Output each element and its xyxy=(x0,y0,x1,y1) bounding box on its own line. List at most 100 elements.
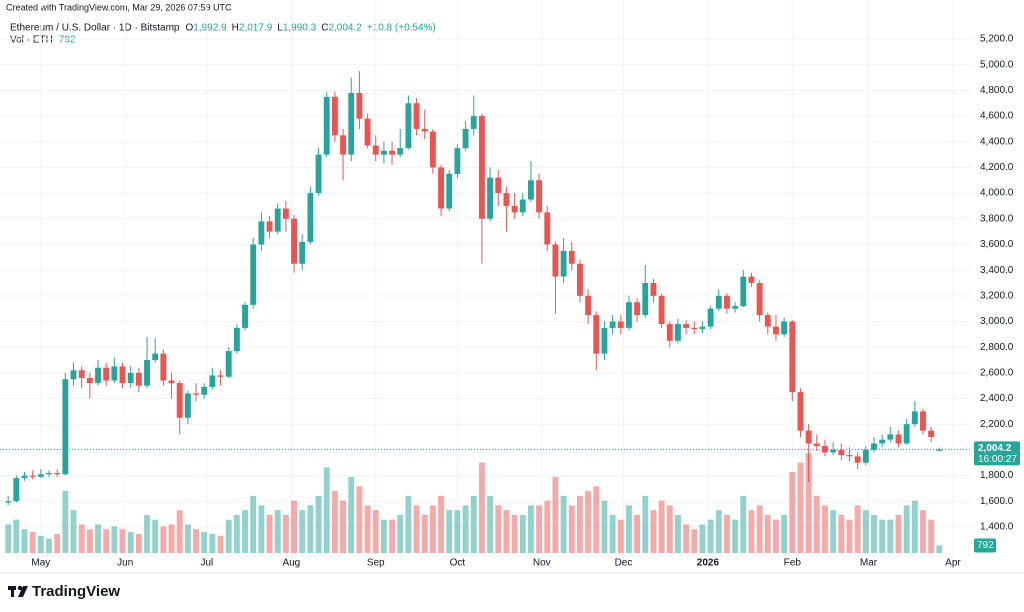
y-tick-label: 4,600.0 xyxy=(980,111,1014,122)
volume-bar xyxy=(413,505,420,553)
volume-bar xyxy=(397,514,404,553)
volume-bar xyxy=(805,453,812,553)
volume-bar xyxy=(380,519,387,553)
price-badge xyxy=(974,441,1020,466)
candle-body xyxy=(846,455,853,457)
candle-body xyxy=(397,148,404,155)
candle-body xyxy=(144,360,150,386)
candle-body xyxy=(887,434,894,440)
volume-bar xyxy=(544,500,551,553)
volume-bar xyxy=(193,529,199,553)
volume-bar xyxy=(119,529,126,553)
x-tick-label: Mar xyxy=(860,558,878,569)
candle-body xyxy=(127,372,134,384)
volume-bar xyxy=(217,535,224,553)
candle-body xyxy=(871,443,877,450)
volume-bar xyxy=(37,535,44,553)
candle-body xyxy=(184,393,191,418)
candle-body xyxy=(152,353,159,361)
volume-bar xyxy=(348,476,355,553)
volume-bar xyxy=(95,524,101,553)
candle-body xyxy=(307,193,314,242)
candle-body xyxy=(478,116,485,219)
volume-bar xyxy=(356,486,363,553)
volume-bar xyxy=(454,510,461,553)
candle-body xyxy=(634,302,641,316)
volume-bar xyxy=(176,510,183,553)
volume-bar xyxy=(503,510,510,553)
volume-bar xyxy=(429,505,436,553)
y-tick-label: 2,200.0 xyxy=(980,419,1014,430)
candle-body xyxy=(21,475,28,479)
volume-bar xyxy=(364,505,371,553)
volume-bar xyxy=(144,514,150,553)
y-tick-label: 1,600.0 xyxy=(980,496,1014,507)
volume-bar xyxy=(13,519,20,553)
volume-bar xyxy=(609,514,616,553)
candle-body xyxy=(601,327,608,354)
volume-bar xyxy=(340,500,346,553)
candle-body xyxy=(764,315,771,327)
candle-body xyxy=(683,324,690,328)
candle-body xyxy=(454,148,461,174)
volume-bar xyxy=(707,519,714,553)
volume-bar xyxy=(617,519,624,553)
volume-bar xyxy=(331,491,338,553)
y-tick-label: 3,800.0 xyxy=(980,213,1014,224)
volume-bar xyxy=(838,514,845,553)
candle-body xyxy=(724,295,730,309)
y-tick-label: 2,800.0 xyxy=(980,342,1014,353)
candle-body xyxy=(560,250,567,277)
price-badge-countdown: 16:00:27 xyxy=(978,454,1017,465)
volume-bar xyxy=(732,519,739,553)
logo-text: TradingView xyxy=(32,583,120,600)
volume-bar xyxy=(936,545,943,553)
y-tick-label: 4,800.0 xyxy=(980,85,1014,96)
candle-body xyxy=(135,372,142,386)
candle-body xyxy=(650,282,657,296)
y-tick-label: 3,400.0 xyxy=(980,265,1014,276)
ohlc-value: 1,992.9 xyxy=(193,23,227,34)
candle-body xyxy=(773,326,779,335)
volume-badge-value: 792 xyxy=(977,540,994,551)
candle-body xyxy=(470,116,477,129)
volume-bar xyxy=(225,519,232,553)
volume-bar xyxy=(152,519,159,553)
volume-bar xyxy=(683,524,690,553)
candle-body xyxy=(920,411,926,431)
candle-body xyxy=(928,430,935,438)
volume-bar xyxy=(266,514,273,553)
y-tick-label: 2,400.0 xyxy=(980,393,1014,404)
candle-body xyxy=(356,92,363,119)
candle-body xyxy=(438,167,445,209)
candle-body xyxy=(323,96,330,155)
volume-bar xyxy=(323,467,330,553)
candle-body xyxy=(740,276,747,307)
volume-bar xyxy=(691,529,698,553)
volume-bar xyxy=(879,519,886,553)
candle-body xyxy=(609,321,616,328)
candle-body xyxy=(86,377,93,384)
volume-bar xyxy=(740,495,747,553)
volume-bar xyxy=(536,505,543,553)
volume-bar xyxy=(724,514,730,553)
candle-body xyxy=(503,193,510,206)
candle-body xyxy=(209,375,216,387)
volume-bar xyxy=(585,491,592,553)
volume-bar xyxy=(86,529,93,553)
candle-body xyxy=(527,180,534,200)
volume-bar xyxy=(527,505,534,553)
candle-body xyxy=(364,118,371,146)
y-tick-label: 3,000.0 xyxy=(980,316,1014,327)
volume-bar xyxy=(634,514,641,553)
candle-body xyxy=(168,380,175,384)
y-tick-label: 4,200.0 xyxy=(980,162,1014,173)
volume-bar xyxy=(830,510,837,553)
volume-bar xyxy=(887,519,894,553)
x-tick-label: Oct xyxy=(450,558,466,569)
candle-body xyxy=(666,324,673,341)
symbol: Ethereum / U.S. Dollar · 1D · Bitstamp xyxy=(10,23,180,34)
volume-bar xyxy=(519,514,526,553)
candle-body xyxy=(511,205,518,213)
